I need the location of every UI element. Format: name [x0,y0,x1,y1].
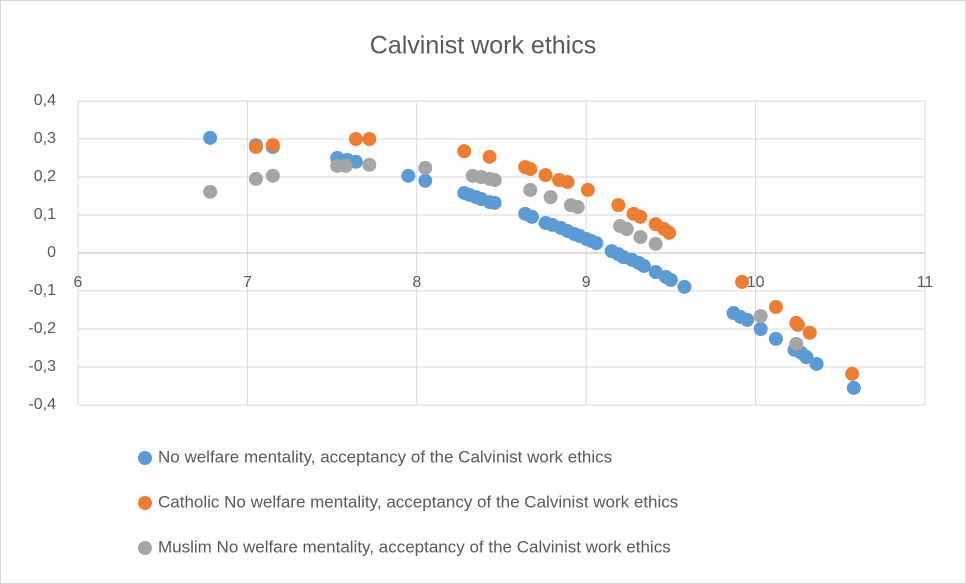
point [362,132,377,146]
y-tick-label: -0,3 [28,358,56,375]
point [487,195,502,210]
point [203,130,218,145]
point [663,272,678,287]
point [790,317,805,332]
x-tick-label: 11 [917,274,934,291]
point [570,200,585,215]
point [580,182,595,197]
y-tick-label: -0,4 [28,396,56,413]
x-tick-label: 8 [412,274,421,291]
point [538,168,553,183]
point [589,236,604,251]
y-tick-label: -0,1 [28,282,56,299]
x-tick-label: 9 [582,274,591,291]
point [523,182,538,197]
point [418,160,433,175]
point [735,274,750,289]
y-tick-label: -0,2 [28,320,56,337]
point [524,209,539,224]
point [248,139,263,154]
point [809,356,824,371]
y-tick-label: 0,2 [34,168,56,185]
legend-label: Muslim No welfare mentality, acceptancy … [158,537,671,556]
point [418,173,433,188]
point [677,279,692,294]
point [633,209,648,224]
y-tick-label: 0 [47,244,56,261]
legend-marker [138,496,152,510]
point [768,331,783,346]
point [611,198,626,213]
chart-title: Calvinist work ethics [370,32,596,60]
point [633,230,648,245]
point [846,380,861,395]
legend-label: No welfare mentality, acceptancy of the … [158,447,612,466]
point [338,158,353,173]
point [845,366,860,381]
point [619,222,634,237]
point [401,168,416,183]
point [265,138,280,153]
point [482,149,497,164]
point [789,336,804,351]
point [487,173,502,188]
point [248,171,263,186]
point [560,174,575,189]
point [362,157,377,172]
point [753,322,768,336]
point [543,190,558,205]
legend-marker [138,451,152,465]
x-tick-label: 7 [243,274,252,291]
point [203,184,218,199]
point [740,312,755,327]
point [662,225,677,240]
y-tick-label: 0,4 [34,92,56,109]
legend-marker [138,541,152,555]
y-tick-label: 0,1 [34,206,56,223]
point [753,309,768,324]
point [265,168,280,183]
point [348,132,363,146]
point [523,162,538,177]
point [636,258,651,273]
point [802,325,817,340]
legend-label: Catholic No welfare mentality, acceptanc… [158,492,678,511]
point [799,350,814,365]
x-tick-label: 10 [747,274,765,291]
y-tick-label: 0,3 [34,130,56,147]
point [648,236,663,251]
point [457,144,472,159]
point [768,299,783,314]
x-tick-label: 6 [74,274,83,291]
